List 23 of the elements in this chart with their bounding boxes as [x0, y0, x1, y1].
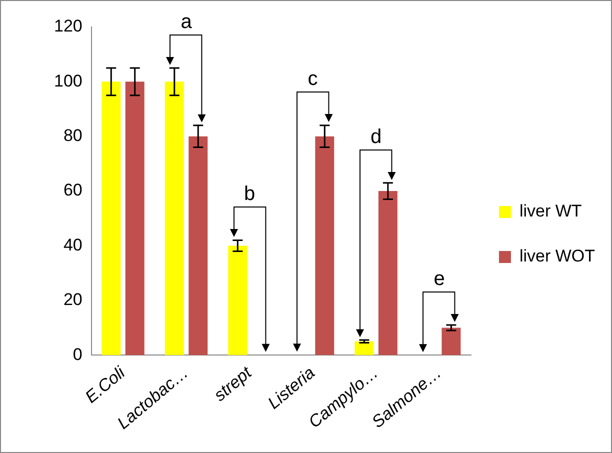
annotation: a [180, 11, 193, 33]
bar [378, 191, 398, 356]
bar [354, 341, 374, 356]
bar [188, 136, 208, 356]
bar [102, 82, 121, 356]
bar [442, 328, 461, 356]
legend-label: liver WOT [519, 246, 595, 266]
bar [228, 246, 248, 356]
legend-label: liver WT [519, 202, 582, 221]
annotation: d [369, 126, 383, 148]
y-tick-label: 20 [63, 290, 82, 310]
y-tick-label: 100 [54, 71, 82, 90]
bar [164, 82, 184, 356]
bar [125, 82, 144, 356]
bar [315, 136, 334, 356]
y-tick-label: 60 [63, 180, 82, 200]
y-tick-label: 120 [54, 16, 82, 36]
annotation: c [306, 68, 319, 90]
y-tick-label: 40 [63, 235, 82, 254]
annotation: e [432, 268, 446, 290]
annotation: b [242, 183, 256, 206]
y-tick-label: 80 [63, 126, 82, 146]
y-tick-label: 0 [72, 344, 82, 364]
